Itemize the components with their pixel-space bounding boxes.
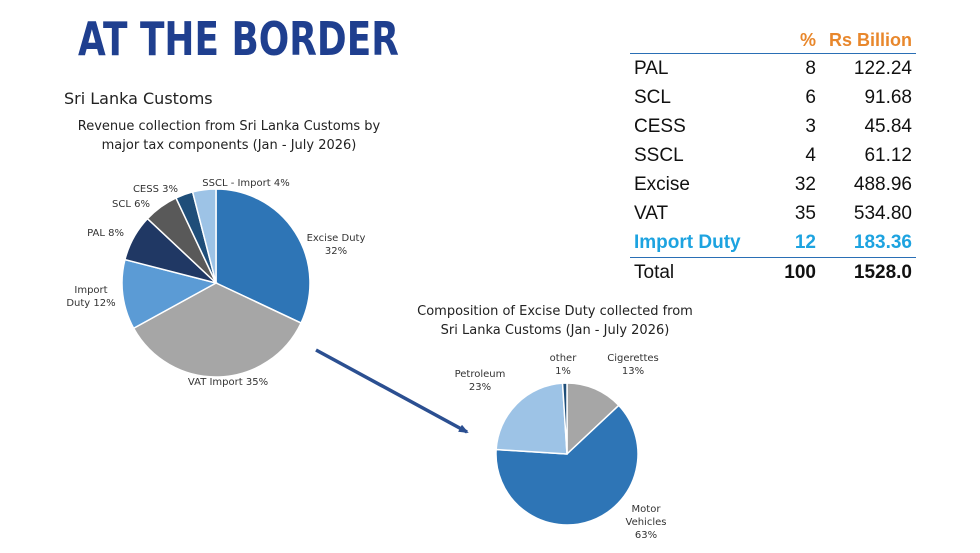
pie1-title: Revenue collection from Sri Lanka Custom… (64, 117, 394, 155)
pie2-slice-motor-vehicles (495, 404, 639, 526)
pie1-label-pal: PAL 8% (87, 228, 124, 239)
pie1-label-vat-import: VAT Import 35% (188, 377, 268, 388)
pie1-title-line-2: major tax components (Jan - July 2026) (101, 138, 357, 153)
row-pct: 3 (805, 115, 816, 137)
pie2-label-other: other 1% (550, 353, 578, 377)
row-pct: 100 (784, 261, 816, 283)
row-value: 488.96 (853, 173, 912, 195)
row-value: 61.12 (864, 144, 912, 166)
table-row: CESS 3 45.84 (630, 112, 916, 141)
row-label: SCL (634, 86, 671, 108)
table-row-highlight: Import Duty 12 183.36 (630, 228, 916, 258)
row-label: Import Duty (634, 231, 741, 253)
table-row: PAL 8 122.24 (630, 54, 916, 84)
tax-table: % Rs Billion PAL 8 122.24 SCL 6 91.68 CE… (630, 28, 916, 287)
pie2-title-line-2: Sri Lanka Customs (Jan - July 2026) (440, 323, 670, 338)
pie1-label-excise-duty: Excise Duty 32% (307, 233, 366, 257)
pie1-chart: Excise Duty 32% VAT Import 35% Import Duty 1… (66, 178, 365, 388)
table-header-pct: % (799, 30, 816, 50)
row-value: 534.80 (853, 202, 912, 224)
table-row: SSCL 4 61.12 (630, 141, 916, 170)
row-label: Excise (634, 173, 690, 195)
pie2-slice-petroleum (495, 382, 568, 455)
pie1-label-cess: CESS 3% (133, 184, 178, 195)
pie2-slice-other (561, 382, 568, 455)
row-pct: 4 (805, 144, 816, 166)
row-value: 183.36 (853, 231, 912, 253)
pie2-label-petroleum: Petroleum 23% (455, 369, 506, 393)
page-title: AT THE BORDER (78, 12, 399, 66)
pie1-label-sscl-import: SSCL - Import 4% (202, 178, 289, 189)
pie1-slice-import-duty (121, 258, 219, 330)
pie1-slice-excise-duty (215, 188, 311, 325)
row-label: PAL (634, 57, 669, 79)
row-label: VAT (634, 202, 669, 224)
row-pct: 8 (805, 57, 816, 79)
table-row: SCL 6 91.68 (630, 83, 916, 112)
pie1-label-scl: SCL 6% (112, 199, 150, 210)
pie2-label-cigerettes: Cigerettes 13% (607, 353, 659, 377)
table-row-total: Total 100 1528.0 (630, 257, 916, 288)
row-label: CESS (634, 115, 686, 137)
row-value: 1528.0 (853, 261, 912, 283)
table-row: VAT 35 534.80 (630, 199, 916, 228)
connector-arrow (315, 348, 469, 434)
pie1-title-line-1: Revenue collection from Sri Lanka Custom… (77, 119, 381, 134)
table-header-row: % Rs Billion (630, 28, 916, 54)
table-header-value: Rs Billion (828, 30, 912, 50)
pie1-slice-sscl-import (191, 188, 217, 284)
page-subtitle: Sri Lanka Customs (64, 89, 213, 108)
table-header-label (630, 28, 760, 54)
row-pct: 12 (794, 231, 816, 253)
row-pct: 35 (794, 202, 816, 224)
pie1-label-import-duty: Import Duty 12% (66, 285, 115, 309)
row-label: Total (634, 261, 675, 283)
pie2-title-line-1: Composition of Excise Duty collected fro… (417, 304, 693, 319)
pie2-slice-cigerettes (566, 382, 620, 456)
pie2-label-motor-vehicles: Motor Vehicles 63% (626, 504, 667, 541)
row-value: 122.24 (853, 57, 912, 79)
table-row: Excise 32 488.96 (630, 170, 916, 199)
row-label: SSCL (634, 144, 684, 166)
pie2-chart: Cigerettes 13% Motor Vehicles 63% Petroleum 23… (455, 353, 667, 541)
row-value: 45.84 (864, 115, 912, 137)
row-value: 91.68 (864, 86, 912, 108)
row-pct: 32 (794, 173, 816, 195)
row-pct: 6 (805, 86, 816, 108)
pie2-title: Composition of Excise Duty collected fro… (400, 302, 710, 340)
pie1-slice-vat-import (132, 282, 303, 378)
